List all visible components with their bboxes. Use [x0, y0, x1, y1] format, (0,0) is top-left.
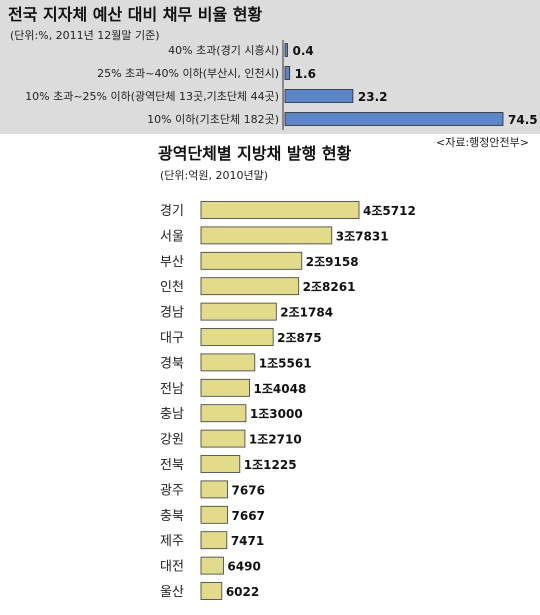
chart2-bar — [200, 556, 224, 575]
chart2-bar — [200, 277, 300, 296]
chart2-category-label: 인천 — [160, 280, 184, 295]
chart2-value-label: 2조875 — [277, 331, 321, 345]
budget-debt-ratio-panel — [0, 0, 540, 134]
chart2-value-label: 1조3000 — [250, 407, 303, 421]
chart2-bar — [200, 582, 223, 600]
chart2-value-label: 2조8261 — [303, 280, 356, 294]
chart2-bar — [200, 201, 360, 219]
chart2-category-label: 경북 — [160, 356, 184, 371]
chart2-category-label: 광주 — [160, 483, 184, 498]
chart2-value-label: 1조5561 — [259, 356, 312, 370]
chart2-subtitle: (단위:억원, 2010년말) — [160, 169, 268, 182]
chart2-category-label: 충북 — [160, 509, 184, 524]
debt-ratio-chart: 전국 지자체 예산 대비 채무 비율 현황 (단위:%, 2011년 12월말 … — [8, 5, 538, 130]
chart2-bar — [200, 429, 246, 448]
chart2-value-label: 2조1784 — [280, 306, 333, 320]
chart1-value-label: 0.4 — [293, 44, 314, 58]
chart2-category-label: 전남 — [160, 382, 184, 397]
chart2-category-label: 울산 — [160, 585, 184, 600]
chart2-category-label: 전북 — [160, 458, 184, 473]
chart2-value-label: 4조5712 — [363, 204, 416, 218]
chart2-category-label: 충남 — [160, 407, 184, 422]
chart2-value-label: 3조7831 — [336, 229, 389, 243]
chart2-bar — [200, 378, 250, 397]
chart2-category-label: 대구 — [160, 331, 184, 346]
chart2-value-label: 7667 — [232, 509, 265, 523]
chart2-bar — [200, 328, 274, 346]
chart2-value-label: 7676 — [232, 483, 265, 497]
chart2-value-label: 6022 — [226, 585, 259, 599]
chart2-bar — [200, 353, 256, 372]
chart2-value-label: 1조2710 — [249, 433, 302, 447]
chart2-value-label: 2조9158 — [306, 255, 359, 269]
chart2-category-label: 경남 — [160, 306, 184, 321]
chart2-value-label: 6490 — [227, 560, 260, 574]
chart2-bar — [200, 302, 277, 321]
chart1-value-label: 23.2 — [358, 90, 388, 104]
chart1-bar — [284, 112, 504, 126]
chart2-source: <자료:행정안전부> — [436, 136, 529, 149]
chart1-category-label: 25% 초과~40% 이하(부산시, 인천시) — [97, 66, 279, 80]
chart1-bar — [284, 66, 291, 80]
chart1-bar — [284, 89, 354, 103]
chart2-bar — [200, 505, 228, 524]
chart2-bar — [200, 531, 228, 550]
chart2-category-label: 서울 — [160, 229, 184, 244]
chart2-category-label: 제주 — [160, 534, 184, 549]
chart2-category-label: 대전 — [160, 560, 184, 575]
chart2-bar — [200, 480, 228, 499]
local-bond-chart: <자료:행정안전부> 광역단체별 지방채 발행 현황 (단위:억원, 2010년… — [158, 136, 529, 600]
chart1-category-label: 10% 초과~25% 이하(광역단체 13곳,기초단체 44곳) — [25, 89, 279, 103]
chart2-bar — [200, 251, 303, 270]
chart2-title: 광역단체별 지방채 발행 현황 — [158, 144, 352, 163]
chart1-value-label: 74.5 — [508, 113, 538, 127]
chart2-bar — [200, 455, 241, 473]
chart1-title: 전국 지자체 예산 대비 채무 비율 현황 — [8, 5, 263, 24]
chart1-category-label: 10% 이하(기초단체 182곳) — [147, 112, 279, 126]
chart1-value-label: 1.6 — [295, 67, 316, 81]
chart1-bar — [284, 43, 288, 57]
chart2-category-label: 부산 — [160, 255, 184, 270]
chart2-value-label: 1조4048 — [254, 382, 307, 396]
chart2-bar — [200, 404, 247, 423]
chart2-category-label: 경기 — [160, 204, 184, 219]
chart2-category-label: 강원 — [160, 433, 184, 448]
chart2-bar — [200, 226, 333, 245]
chart2-value-label: 7471 — [231, 534, 264, 548]
chart1-subtitle: (단위:%, 2011년 12월말 기준) — [10, 29, 160, 42]
chart2-value-label: 1조1225 — [244, 458, 297, 472]
chart1-category-label: 40% 초과(경기 시흥시) — [168, 43, 279, 57]
